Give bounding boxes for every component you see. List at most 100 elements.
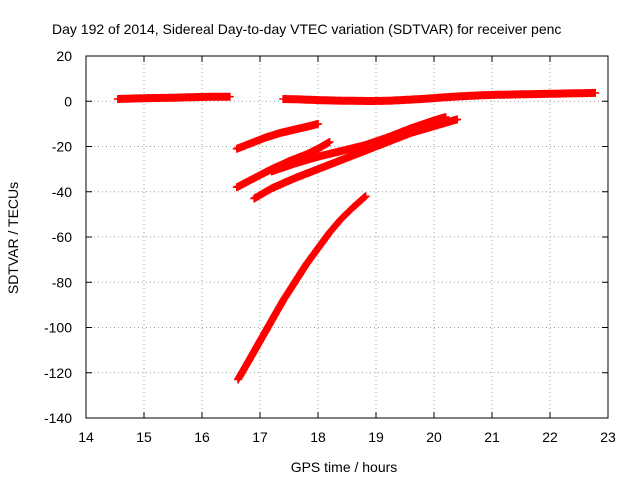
data-point (148, 96, 151, 100)
data-point (299, 98, 302, 101)
data-point (364, 195, 367, 198)
data-point (253, 197, 256, 200)
data-point (473, 94, 476, 97)
data-point (293, 162, 296, 165)
data-point (293, 176, 296, 180)
x-axis-label: GPS time / hours (291, 459, 398, 475)
series-6-markers (267, 113, 450, 176)
data-series (113, 88, 600, 384)
data-point (340, 158, 343, 162)
series-3-markers (232, 119, 322, 153)
x-tick-label: 14 (78, 429, 94, 445)
data-point (432, 119, 436, 122)
data-point (250, 141, 253, 145)
y-tick-label: -140 (44, 410, 72, 426)
y-tick-label: -100 (44, 320, 72, 336)
data-point (316, 122, 320, 126)
grid-lines (86, 56, 608, 418)
series-6 (267, 113, 450, 176)
data-point (386, 99, 389, 102)
data-point (316, 167, 320, 171)
data-point (253, 176, 256, 180)
data-point (386, 136, 389, 139)
y-axis-ticks: 20 0 -20 -40 -60 -80 -100 -120 -140 (44, 48, 608, 426)
data-point (583, 91, 586, 95)
data-point (363, 149, 366, 153)
data-point (183, 96, 186, 99)
data-point (514, 93, 517, 96)
x-tick-label: 15 (136, 429, 152, 445)
data-point (340, 217, 343, 221)
x-axis-ticks: 14 15 16 17 18 19 20 21 22 23 (78, 56, 616, 445)
data-point (328, 231, 331, 234)
data-point (166, 96, 169, 100)
data-point (351, 99, 354, 102)
data-point (235, 186, 238, 189)
data-point (305, 153, 308, 156)
data-point (456, 118, 459, 121)
series-3 (232, 119, 322, 153)
data-point (456, 95, 459, 98)
x-tick-label: 16 (194, 429, 210, 445)
y-tick-label: 20 (56, 48, 72, 64)
data-point (438, 96, 441, 99)
data-point (293, 128, 296, 131)
y-tick-label: -80 (52, 274, 72, 290)
y-tick-label: 0 (64, 93, 72, 109)
y-tick-label: -60 (52, 229, 72, 245)
data-point (270, 187, 273, 190)
x-tick-label: 21 (484, 429, 500, 445)
data-point (403, 98, 407, 102)
data-point (293, 281, 296, 284)
x-tick-label: 23 (600, 429, 616, 445)
data-point (308, 124, 311, 128)
chart-title: Day 192 of 2014, Sidereal Day-to-day VTE… (52, 21, 561, 37)
data-point (264, 136, 267, 139)
data-point (409, 127, 412, 130)
data-point (282, 97, 285, 101)
y-tick-label: -20 (52, 139, 72, 155)
data-point (236, 378, 240, 381)
data-point (490, 93, 494, 97)
data-point (258, 339, 262, 343)
data-point (351, 206, 354, 209)
data-point (444, 115, 447, 119)
x-tick-label: 22 (542, 429, 558, 445)
data-point (218, 95, 221, 98)
x-tick-label: 20 (426, 429, 442, 445)
y-tick-label: -120 (44, 365, 72, 381)
data-point (334, 99, 337, 102)
data-point (282, 299, 285, 302)
x-tick-label: 19 (368, 429, 384, 445)
data-point (560, 92, 563, 95)
data-point (421, 97, 424, 101)
series-7-markers (234, 192, 370, 384)
data-point (432, 124, 436, 128)
data-point (116, 97, 120, 101)
data-point (228, 95, 232, 98)
data-point (328, 140, 331, 144)
data-point (247, 360, 250, 363)
y-axis-label: SDTVAR / TECUs (5, 182, 21, 294)
data-point (363, 144, 366, 147)
data-point (270, 170, 273, 173)
data-point (316, 147, 320, 150)
data-point (279, 131, 282, 135)
y-tick-label: -40 (52, 184, 72, 200)
x-tick-label: 18 (310, 429, 326, 445)
data-point (316, 247, 320, 250)
series-5 (250, 115, 462, 203)
data-point (270, 319, 273, 322)
data-point (594, 91, 597, 95)
x-tick-label: 17 (252, 429, 268, 445)
data-point (369, 99, 372, 103)
data-point (340, 149, 343, 153)
series-2 (279, 88, 600, 105)
data-point (131, 97, 134, 100)
data-point (537, 92, 540, 96)
data-point (305, 262, 308, 266)
series-7 (234, 192, 370, 384)
series-1 (113, 92, 234, 103)
data-point (235, 147, 238, 150)
